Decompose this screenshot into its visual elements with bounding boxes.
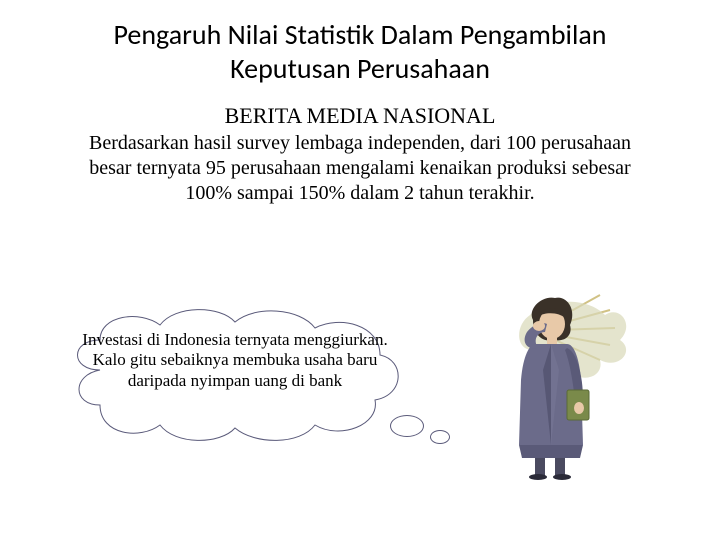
cloud-tail-2: [430, 430, 450, 444]
thought-text: Investasi di Indonesia ternyata menggiur…: [80, 330, 390, 391]
thought-bubble: Investasi di Indonesia ternyata menggiur…: [50, 280, 430, 480]
cloud-tail-1: [390, 415, 424, 437]
businesswoman-clipart: [455, 280, 645, 480]
slide-body: Berdasarkan hasil survey lembaga indepen…: [0, 129, 720, 206]
slide-title: Pengaruh Nilai Statistik Dalam Pengambil…: [0, 0, 720, 85]
slide-subtitle: BERITA MEDIA NASIONAL: [0, 103, 720, 129]
